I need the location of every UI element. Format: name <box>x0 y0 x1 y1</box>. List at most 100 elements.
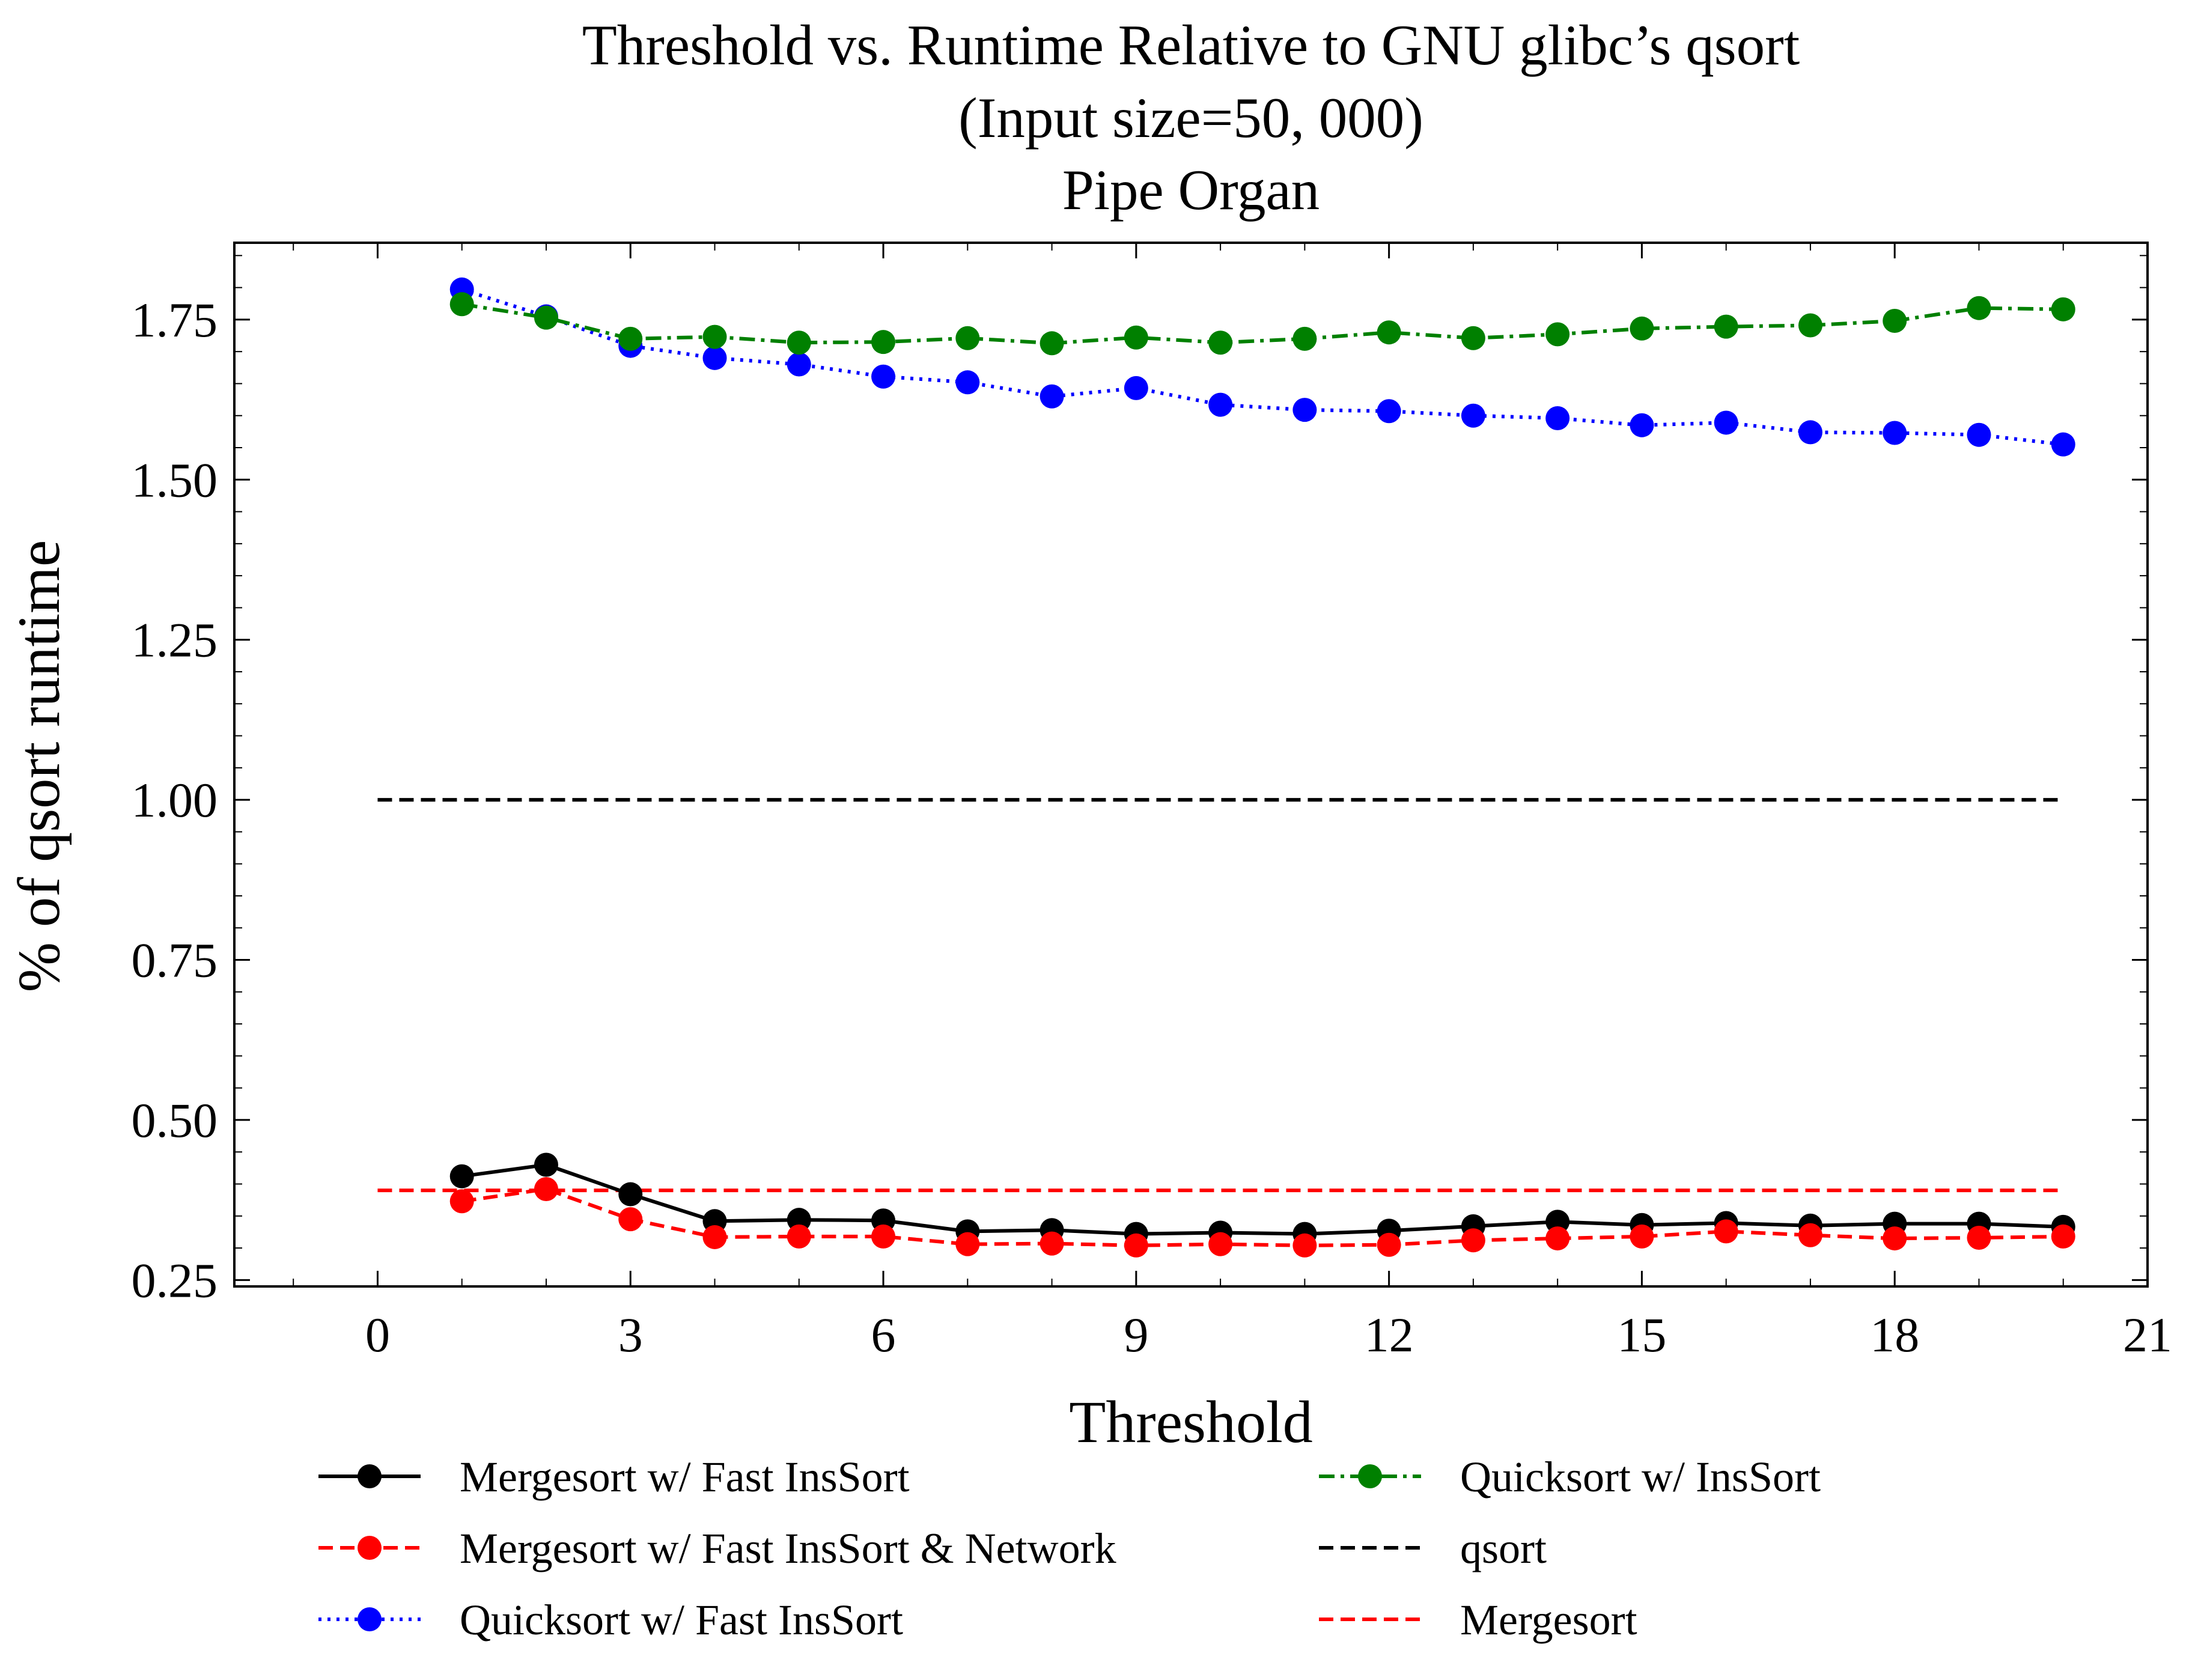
data-point-quicksort-w-inssort <box>1967 296 1991 320</box>
data-point-mergesort-w-fast-inssort-network <box>1714 1219 1738 1244</box>
data-point-quicksort-w-inssort <box>1545 322 1570 347</box>
x-tick-label: 3 <box>618 1307 643 1362</box>
data-point-quicksort-w-inssort <box>1630 316 1654 341</box>
data-point-mergesort-w-fast-inssort-network <box>871 1224 896 1249</box>
legend-label-quicksort-inssort: Quicksort w/ InsSort <box>1460 1453 1821 1501</box>
data-point-mergesort-w-fast-inssort <box>1545 1210 1570 1234</box>
x-tick-label: 6 <box>871 1307 896 1362</box>
data-point-mergesort-w-fast-inssort-network <box>1630 1224 1654 1249</box>
y-tick-label: 1.00 <box>132 773 218 827</box>
chart-title-line-3: Pipe Organ <box>1062 158 1320 222</box>
legend-item-quicksort-fast-inssort: Quicksort w/ Fast InsSort <box>318 1596 903 1644</box>
data-point-quicksort-w-fast-inssort <box>1292 398 1317 422</box>
series-line-quicksort-w-inssort <box>461 302 2063 345</box>
data-point-quicksort-w-inssort <box>1124 325 1148 350</box>
data-point-mergesort-w-fast-inssort-network <box>534 1177 558 1202</box>
data-point-mergesort-w-fast-inssort-network <box>1461 1228 1485 1253</box>
y-tick-label: 0.50 <box>132 1093 218 1148</box>
data-point-quicksort-w-fast-inssort <box>1377 399 1401 424</box>
chart-title-line-2: (Input size=50, 000) <box>958 86 1423 150</box>
series-line-mergesort-w-fast-inssort-network <box>461 1187 2063 1247</box>
legend-marker-mergesort-fast-inssort <box>358 1464 382 1488</box>
data-point-mergesort-w-fast-inssort-network <box>2051 1224 2075 1249</box>
legend-item-mergesort: Mergesort <box>1319 1596 1637 1644</box>
legend-marker-mergesort-fast-inssort-network <box>358 1536 382 1560</box>
data-point-mergesort-w-fast-inssort-network <box>1545 1226 1570 1251</box>
data-point-mergesort-w-fast-inssort-network <box>1040 1231 1064 1256</box>
x-tick-label: 12 <box>1365 1307 1414 1362</box>
legend-item-mergesort-fast-inssort-network: Mergesort w/ Fast InsSort & Network <box>318 1524 1116 1572</box>
series-mergesort-w-fast-inssort-network <box>449 1177 2075 1258</box>
data-point-mergesort-w-fast-inssort <box>618 1182 643 1207</box>
y-tick-label: 0.75 <box>132 933 218 988</box>
legend-marker-quicksort-fast-inssort <box>358 1607 382 1631</box>
data-point-mergesort-w-fast-inssort-network <box>618 1207 643 1232</box>
data-point-quicksort-w-inssort <box>702 324 727 349</box>
x-tick-label: 21 <box>2123 1307 2172 1362</box>
data-point-quicksort-w-inssort <box>1798 313 1822 338</box>
data-point-quicksort-w-fast-inssort <box>1461 403 1485 428</box>
data-point-quicksort-w-inssort <box>787 330 811 355</box>
data-point-quicksort-w-inssort <box>1292 326 1317 351</box>
data-point-mergesort-w-fast-inssort-network <box>1377 1232 1401 1257</box>
data-point-quicksort-w-fast-inssort <box>1798 420 1822 445</box>
data-point-mergesort-w-fast-inssort-network <box>449 1189 474 1214</box>
data-point-quicksort-w-inssort <box>1208 330 1233 355</box>
data-point-quicksort-w-inssort <box>1040 331 1064 356</box>
data-point-mergesort-w-fast-inssort <box>534 1152 558 1177</box>
data-point-mergesort-w-fast-inssort-network <box>1967 1226 1991 1250</box>
y-tick-label: 1.25 <box>132 613 218 668</box>
legend-item-mergesort-fast-inssort: Mergesort w/ Fast InsSort <box>318 1453 910 1501</box>
legend-item-quicksort-inssort: Quicksort w/ InsSort <box>1319 1453 1821 1501</box>
data-point-quicksort-w-fast-inssort <box>1040 384 1064 409</box>
data-point-mergesort-w-fast-inssort-network <box>1124 1233 1148 1258</box>
data-point-quicksort-w-fast-inssort <box>2051 432 2075 457</box>
legend-item-qsort: qsort <box>1319 1524 1547 1572</box>
chart-title-line-1: Threshold vs. Runtime Relative to GNU gl… <box>582 13 1800 77</box>
data-point-quicksort-w-fast-inssort <box>1124 376 1148 400</box>
data-point-mergesort-w-fast-inssort-network <box>1798 1223 1822 1247</box>
data-point-mergesort-w-fast-inssort-network <box>955 1232 980 1256</box>
data-point-quicksort-w-inssort <box>449 292 474 317</box>
data-point-quicksort-w-inssort <box>534 305 558 330</box>
x-axis-label: Threshold <box>1069 1389 1312 1455</box>
series-quicksort-w-fast-inssort <box>449 277 2075 457</box>
data-point-quicksort-w-fast-inssort <box>871 364 896 389</box>
data-point-quicksort-w-inssort <box>2051 297 2075 321</box>
legend-label-mergesort-fast-inssort-network: Mergesort w/ Fast InsSort & Network <box>460 1524 1116 1572</box>
data-point-quicksort-w-fast-inssort <box>1714 410 1738 435</box>
ticks-layer: 0 3 6 9 12 15 18 21 0.25 0.50 0.75 1.00 1.25 1.50 1.75 <box>132 243 2172 1362</box>
data-point-quicksort-w-inssort <box>1883 309 1907 333</box>
data-point-mergesort-w-fast-inssort-network <box>702 1225 727 1249</box>
data-point-mergesort-w-fast-inssort-network <box>1883 1226 1907 1251</box>
legend-label-qsort: qsort <box>1460 1524 1547 1572</box>
y-tick-label: 1.75 <box>132 293 218 347</box>
series-quicksort-w-inssort <box>449 292 2075 356</box>
x-tick-label: 15 <box>1617 1307 1666 1362</box>
x-tick-label: 0 <box>365 1307 390 1362</box>
data-point-mergesort-w-fast-inssort <box>449 1164 474 1188</box>
legend-label-quicksort-fast-inssort: Quicksort w/ Fast InsSort <box>460 1596 903 1644</box>
data-point-quicksort-w-fast-inssort <box>1208 392 1233 417</box>
series-line-mergesort-w-fast-inssort <box>461 1163 2063 1236</box>
series-layer <box>377 277 2075 1258</box>
data-point-quicksort-w-inssort <box>618 326 643 351</box>
data-point-quicksort-w-inssort <box>1461 326 1485 350</box>
y-axis-label: % of qsort runtime <box>5 540 72 993</box>
data-point-quicksort-w-inssort <box>1377 320 1401 345</box>
y-tick-label: 0.25 <box>132 1253 218 1307</box>
y-tick-label: 1.50 <box>132 452 218 507</box>
data-point-quicksort-w-inssort <box>871 330 896 355</box>
legend: Mergesort w/ Fast InsSort Mergesort w/ F… <box>318 1453 1821 1644</box>
data-point-mergesort-w-fast-inssort-network <box>1292 1233 1317 1258</box>
data-point-mergesort-w-fast-inssort <box>787 1208 811 1232</box>
data-point-mergesort-w-fast-inssort-network <box>1208 1232 1233 1256</box>
data-point-quicksort-w-inssort <box>1714 314 1738 339</box>
legend-label-mergesort: Mergesort <box>1460 1596 1637 1644</box>
data-point-quicksort-w-fast-inssort <box>955 370 980 395</box>
x-tick-label: 18 <box>1870 1307 1919 1362</box>
data-point-quicksort-w-fast-inssort <box>702 345 727 370</box>
data-point-quicksort-w-inssort <box>955 326 980 350</box>
